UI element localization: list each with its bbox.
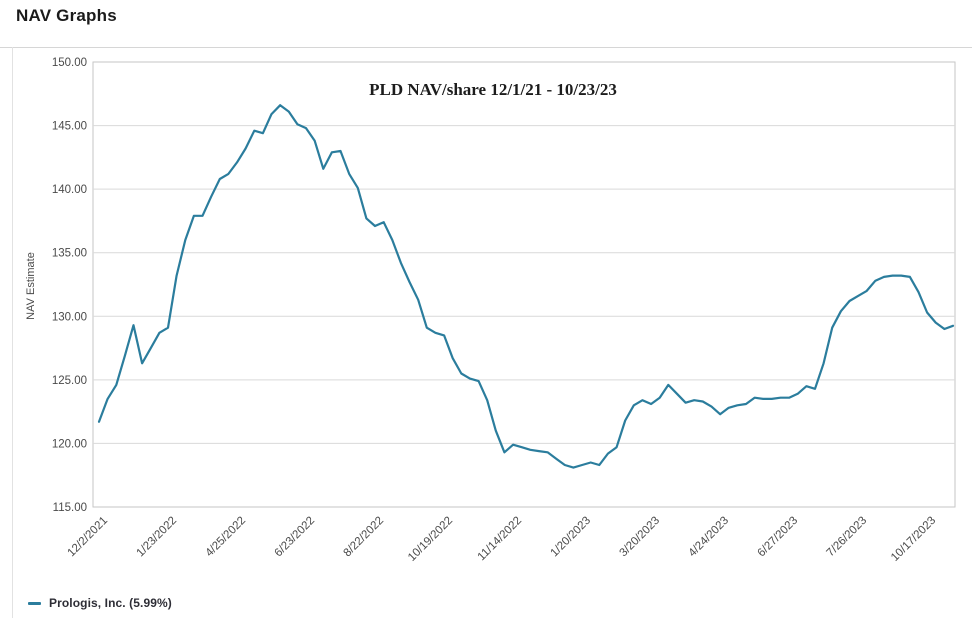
- page-title: NAV Graphs: [16, 6, 117, 25]
- x-tick-label: 4/25/2022: [203, 515, 248, 560]
- x-tick-label: 8/22/2022: [341, 515, 386, 560]
- header-divider: [0, 47, 972, 48]
- y-tick-label: 135.00: [52, 248, 87, 260]
- x-tick-label: 1/23/2022: [134, 515, 179, 560]
- legend-series-label: Prologis, Inc. (5.99%): [49, 596, 172, 610]
- y-tick-label: 120.00: [52, 438, 87, 450]
- legend-item: Prologis, Inc. (5.99%): [28, 596, 172, 610]
- plot-border: [92, 61, 956, 508]
- x-tick-label: 11/14/2022: [476, 515, 525, 564]
- x-tick-label: 1/20/2023: [549, 515, 594, 560]
- y-tick-label: 130.00: [52, 311, 87, 323]
- series-line: [97, 104, 955, 469]
- x-tick-label: 12/2/2021: [65, 515, 110, 560]
- y-axis-label: NAV Estimate: [25, 252, 37, 320]
- y-tick-label: 125.00: [52, 375, 87, 387]
- x-tick-label: 4/24/2023: [687, 515, 732, 560]
- x-tick-label: 10/19/2022: [406, 515, 455, 564]
- x-tick-label: 7/26/2023: [825, 515, 870, 560]
- y-tick-label: 115.00: [53, 502, 87, 514]
- x-tick-label: 6/23/2022: [272, 515, 317, 560]
- y-tick-label: 145.00: [52, 121, 87, 133]
- chart-title: PLD NAV/share 12/1/21 - 10/23/23: [369, 80, 617, 99]
- series-line-marker-icon: [28, 601, 41, 605]
- y-tick-label: 150.00: [52, 57, 87, 69]
- panel-left-border: [12, 47, 13, 618]
- x-tick-label: 3/20/2023: [618, 515, 663, 560]
- x-tick-label: 10/17/2023: [889, 515, 938, 564]
- y-tick-label: 140.00: [52, 184, 87, 196]
- x-tick-label: 6/27/2023: [756, 515, 801, 560]
